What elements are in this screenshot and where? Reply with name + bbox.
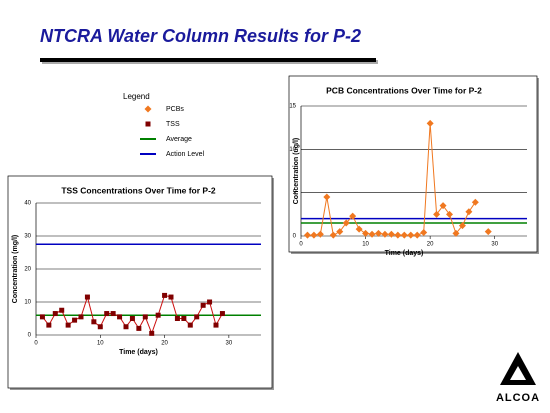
diamond-marker: [471, 198, 479, 206]
square-marker: [117, 314, 123, 320]
legend-label: Average: [166, 136, 192, 143]
square-marker: [65, 322, 71, 328]
diamond-marker: [426, 119, 434, 127]
diamond-marker: [329, 231, 337, 239]
square-marker: [162, 292, 168, 298]
diamond-marker: [439, 202, 447, 210]
logo-text: ALCOA: [496, 392, 540, 404]
legend-label: PCBs: [166, 106, 184, 113]
x-tick-label: 30: [226, 341, 233, 347]
diamond-marker: [387, 230, 395, 238]
diamond-marker: [465, 208, 473, 216]
title-rule: [40, 58, 376, 62]
diamond-marker: [355, 225, 363, 233]
diamond-marker: [394, 231, 402, 239]
x-axis-label: Time (days): [119, 349, 158, 356]
square-marker: [129, 316, 135, 321]
legend-label: Action Level: [166, 151, 205, 158]
x-axis-label: Time (days): [385, 250, 424, 257]
chart-title: PCB Concentrations Over Time for P-2: [326, 85, 482, 95]
chart-frame: [288, 75, 538, 253]
square-marker: [46, 322, 52, 328]
square-marker: [168, 294, 174, 300]
x-tick-label: 20: [427, 242, 434, 248]
square-marker: [181, 316, 187, 321]
y-tick-label: 30: [24, 234, 31, 240]
diamond-marker: [452, 229, 460, 237]
square-marker: [97, 324, 103, 330]
square-marker: [174, 316, 180, 321]
diamond-marker: [336, 228, 344, 236]
square-marker: [59, 307, 65, 313]
y-tick-label: 15: [289, 104, 296, 110]
diamond-marker: [323, 193, 331, 201]
square-marker: [142, 314, 148, 320]
x-tick-label: 0: [299, 242, 303, 248]
y-tick-label: 0: [293, 234, 297, 240]
square-marker: [84, 294, 90, 300]
square-marker: [91, 319, 97, 325]
chart-frame: [7, 175, 273, 389]
square-marker: [123, 324, 129, 330]
square-marker: [104, 311, 110, 317]
diamond-marker: [349, 212, 357, 220]
square-marker: [213, 322, 219, 328]
square-marker: [52, 311, 58, 317]
y-axis-label: Concentration (ug/l): [293, 138, 300, 205]
diamond-marker: [144, 105, 152, 113]
x-tick-label: 10: [97, 341, 104, 347]
x-tick-label: 30: [491, 242, 498, 248]
x-tick-label: 20: [161, 341, 168, 347]
diamond-marker: [316, 230, 324, 238]
square-marker: [78, 314, 84, 320]
square-marker: [187, 322, 193, 328]
diamond-marker: [458, 222, 466, 230]
y-tick-label: 0: [28, 333, 32, 339]
diamond-marker: [484, 228, 492, 236]
chart-title: TSS Concentrations Over Time for P-2: [61, 185, 216, 195]
diamond-marker: [310, 231, 318, 239]
y-axis-label: Concentration (mg/l): [12, 235, 19, 303]
diamond-marker: [362, 229, 370, 237]
square-marker: [194, 314, 200, 320]
x-tick-label: 0: [34, 341, 38, 347]
diamond-marker: [407, 231, 415, 239]
square-marker: [72, 317, 78, 323]
y-tick-label: 5: [293, 190, 297, 196]
diamond-marker: [303, 231, 311, 239]
square-marker: [219, 311, 225, 317]
square-marker: [145, 121, 151, 127]
square-marker: [207, 299, 213, 305]
square-marker: [136, 325, 142, 331]
square-marker: [39, 314, 45, 320]
y-tick-label: 10: [289, 147, 296, 153]
square-marker: [200, 302, 206, 308]
logo-mark-inner: [510, 366, 526, 380]
diamond-marker: [413, 231, 421, 239]
y-tick-label: 40: [24, 201, 31, 207]
y-tick-label: 20: [24, 267, 31, 273]
logo: ALCOA: [496, 352, 540, 404]
legend-label: TSS: [166, 121, 180, 128]
diamond-marker: [342, 219, 350, 227]
y-tick-label: 10: [24, 300, 31, 306]
diamond-marker: [381, 230, 389, 238]
diamond-marker: [374, 229, 382, 237]
legend-title: Legend: [123, 92, 150, 101]
x-tick-label: 10: [362, 242, 369, 248]
square-marker: [110, 311, 116, 317]
diamond-marker: [400, 231, 408, 239]
diamond-marker: [420, 229, 428, 237]
legend-box: [118, 104, 233, 162]
diamond-marker: [433, 210, 441, 218]
square-marker: [149, 330, 155, 336]
square-marker: [155, 312, 161, 318]
diamond-marker: [368, 230, 376, 238]
diamond-marker: [446, 210, 454, 218]
slide-title: NTCRA Water Column Results for P-2: [40, 26, 361, 46]
